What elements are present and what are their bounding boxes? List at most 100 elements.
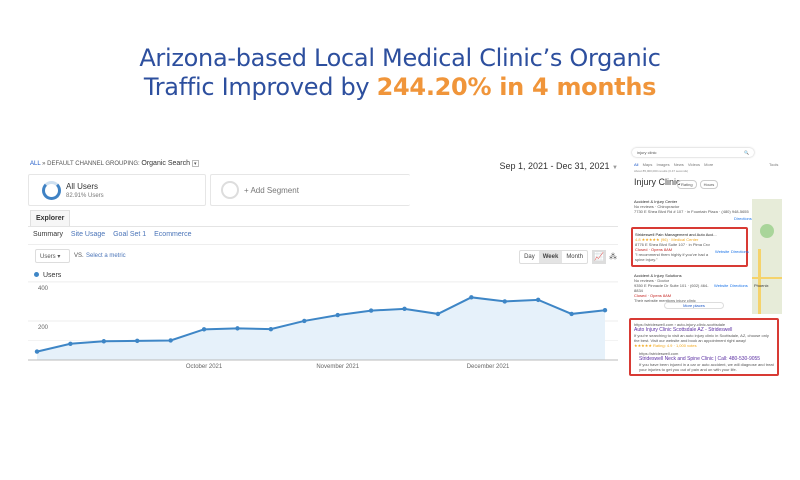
tab-explorer[interactable]: Explorer — [30, 210, 71, 226]
data-point[interactable] — [235, 326, 240, 331]
y-tick-label: 400 — [38, 286, 49, 292]
week-button[interactable]: Week — [538, 251, 563, 263]
nav-videos[interactable]: Videos — [687, 162, 701, 167]
directions-button[interactable]: Directions — [734, 216, 752, 221]
breadcrumb-group: DEFAULT CHANNEL GROUPING: — [47, 161, 140, 168]
headline-highlight: 244.20% in 4 months — [376, 73, 657, 101]
listing-meta: No reviews · Doctor — [634, 278, 670, 283]
listing-review: Their website mentions injury clinic — [634, 298, 696, 303]
data-point[interactable] — [502, 299, 507, 304]
listing-status: Closed · Opens 8AM — [635, 247, 673, 252]
organic-result[interactable]: https://strideswell.com › auto-injury-cl… — [634, 322, 774, 348]
organic-result[interactable]: https://strideswell.com Strideswell Neck… — [639, 351, 774, 372]
motion-chart-icon[interactable]: ⁂ — [609, 252, 617, 261]
data-point[interactable] — [201, 327, 207, 332]
listing-address: 7730 E Shea Blvd Rd # 107 · in Fountain … — [634, 209, 749, 214]
more-places-button[interactable]: More places — [664, 302, 724, 309]
nav-maps[interactable]: Maps — [642, 162, 653, 167]
add-segment-label: + Add Segment — [244, 186, 299, 195]
breadcrumb-value: Organic Search — [141, 160, 191, 168]
local-listing-highlighted[interactable]: Strideswell Pain Management and Auto Acc… — [635, 232, 749, 262]
segment-title: All Users — [66, 182, 99, 191]
map-image[interactable]: Phoenix — [752, 199, 782, 314]
data-point[interactable] — [168, 338, 173, 343]
nav-images[interactable]: Images — [656, 162, 670, 167]
y-tick-label: 200 — [38, 325, 49, 331]
highlight-box — [631, 227, 748, 267]
x-tick-label: October 2021 — [186, 364, 223, 370]
subtab-site-usage[interactable]: Site Usage — [70, 231, 106, 238]
listing-name: Accident & Injury Center — [634, 199, 678, 204]
nav-news[interactable]: News — [673, 162, 684, 167]
legend: Users — [34, 272, 61, 279]
breadcrumb: ALL » DEFAULT CHANNEL GROUPING: Organic … — [30, 160, 199, 167]
highlight-box — [629, 318, 779, 376]
result-title[interactable]: Auto Injury Clinic Scottsdale AZ - Strid… — [634, 327, 733, 333]
nav-more[interactable]: More — [704, 162, 714, 167]
result-snippet: If you're searching to visit an auto inj… — [634, 333, 769, 343]
data-point[interactable] — [268, 326, 274, 332]
local-listing[interactable]: Accident & Injury Center No reviews · Ch… — [634, 199, 752, 221]
metric-select[interactable]: Users ▾ — [35, 249, 70, 263]
result-rating: ★★★★★ Rating: 4.9 · 1,000 votes — [634, 343, 697, 348]
data-point[interactable] — [302, 318, 307, 324]
data-point[interactable] — [469, 295, 474, 300]
nav-all[interactable]: All — [634, 162, 639, 167]
nav-tools[interactable]: Tools — [769, 162, 779, 167]
subtab-summary[interactable]: Summary — [33, 231, 63, 238]
segment-all-users[interactable]: All Users 82.91% Users — [28, 174, 206, 206]
chevron-down-icon: ▼ — [612, 165, 618, 171]
subtabs: Summary Site Usage Goal Set 1 Ecommerce — [33, 231, 197, 238]
date-range-picker[interactable]: Sep 1, 2021 - Dec 31, 2021 ▼ — [499, 161, 618, 171]
empty-ring-icon — [221, 181, 239, 199]
line-chart-icon[interactable]: 📈 — [592, 250, 606, 264]
chevron-down-icon[interactable]: ▾ — [191, 160, 199, 167]
listing-name: Strideswell Pain Management and Auto Acc… — [635, 232, 717, 237]
day-button[interactable]: Day — [524, 254, 535, 260]
result-title[interactable]: Strideswell Neck and Spine Clinic | Call… — [639, 356, 761, 362]
segment-ring-icon — [42, 181, 61, 200]
headline-line1: Arizona-based Local Medical Clinic’s Org… — [139, 44, 661, 72]
filters: Rating Hours — [677, 180, 719, 189]
subtab-goal-set[interactable]: Goal Set 1 — [113, 231, 147, 238]
subtab-ecommerce[interactable]: Ecommerce — [154, 231, 192, 238]
serp-nav: All Maps Images News Videos More — [634, 162, 713, 167]
data-point[interactable] — [435, 311, 441, 317]
breadcrumb-sep: » — [42, 161, 46, 168]
data-point[interactable] — [34, 349, 40, 354]
legend-dot — [34, 272, 39, 277]
google-serp-screenshot: injury clinic 🔍 All Maps Images News Vide… — [629, 145, 784, 377]
listing-review: "I recommend them highly if you've had a… — [635, 252, 709, 262]
data-point[interactable] — [535, 297, 541, 303]
date-range: Sep 1, 2021 - Dec 31, 2021 — [499, 161, 610, 171]
analytics-panel: ALL » DEFAULT CHANNEL GROUPING: Organic … — [28, 156, 618, 371]
legend-label: Users — [43, 272, 62, 279]
add-segment-button[interactable]: + Add Segment — [210, 174, 410, 206]
select-metric-link[interactable]: Select a metric — [86, 253, 126, 259]
data-point[interactable] — [569, 311, 574, 317]
website-button[interactable]: Website — [714, 283, 729, 288]
search-box[interactable]: injury clinic 🔍 — [632, 148, 754, 157]
granularity-toggle: Day Week Month — [519, 250, 588, 264]
website-button[interactable]: Website — [715, 249, 730, 254]
data-point[interactable] — [335, 312, 340, 318]
users-chart: 200 400 October 2021 November 2021 December … — [28, 281, 618, 370]
x-tick-label: December 2021 — [467, 364, 510, 370]
breadcrumb-all[interactable]: ALL — [30, 161, 41, 168]
data-point[interactable] — [602, 308, 608, 313]
listing-meta: 4.8 ★★★★★ (96) · Medical Center — [635, 237, 699, 242]
directions-button[interactable]: Directions — [731, 249, 749, 254]
data-point[interactable] — [402, 306, 407, 312]
month-button[interactable]: Month — [566, 254, 583, 260]
filter-hours[interactable]: Hours — [699, 180, 719, 189]
local-listing[interactable]: Accident & Injury Solutions No reviews ·… — [634, 273, 749, 303]
directions-button[interactable]: Directions — [730, 283, 748, 288]
chevron-down-icon: ▾ — [57, 254, 61, 260]
data-point[interactable] — [135, 338, 140, 344]
data-point[interactable] — [101, 339, 107, 344]
map-label: Phoenix — [754, 283, 769, 288]
data-point[interactable] — [368, 308, 374, 313]
result-url: https://strideswell.com › auto-injury-cl… — [634, 322, 726, 327]
data-point[interactable] — [68, 341, 73, 346]
filter-rating[interactable]: Rating — [677, 180, 697, 189]
